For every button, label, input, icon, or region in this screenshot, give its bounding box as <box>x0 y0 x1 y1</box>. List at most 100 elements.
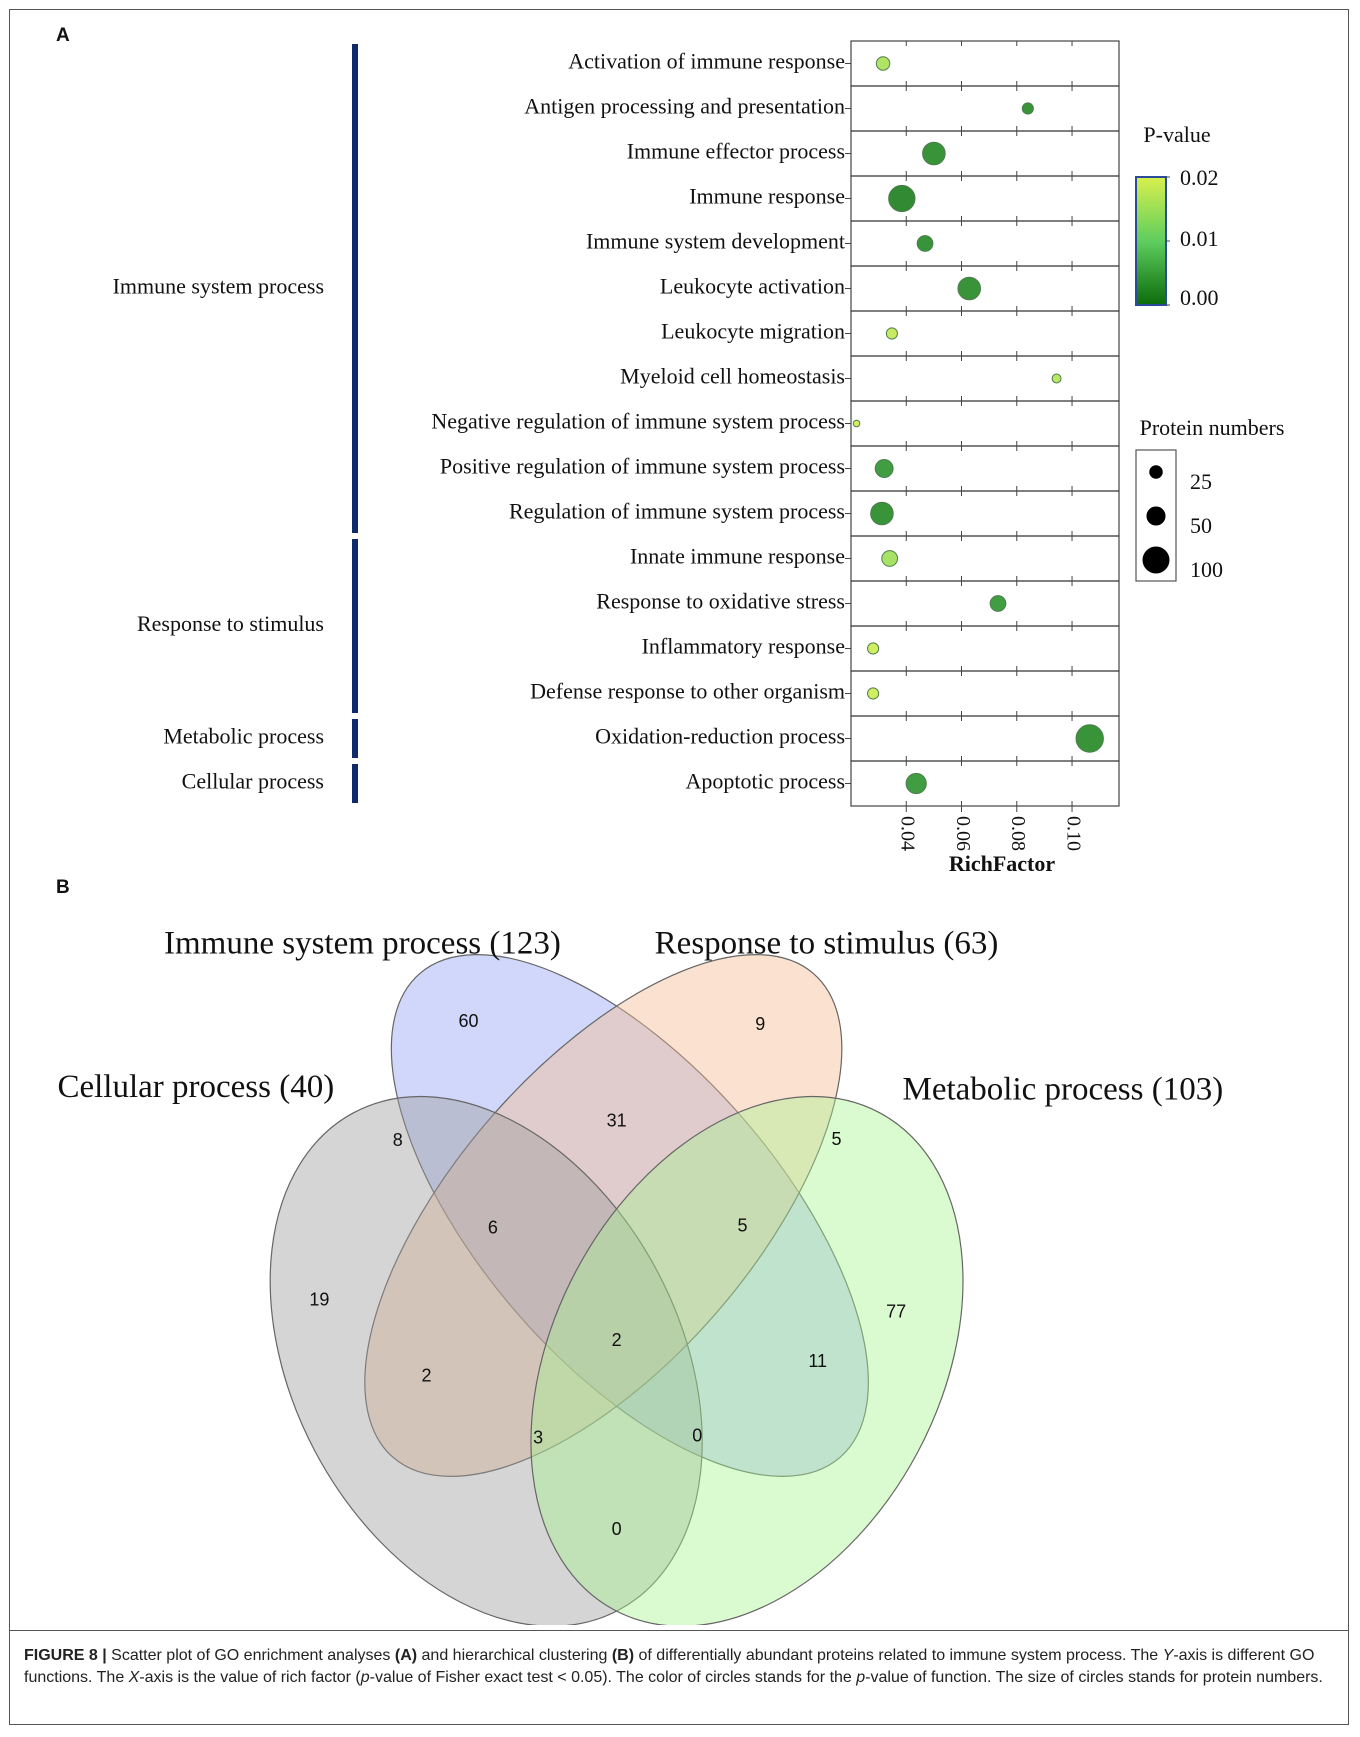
venn-set-label: Immune system process (123) <box>164 925 561 961</box>
caption-text: (B) <box>611 1647 635 1664</box>
bubble <box>874 459 894 478</box>
venn-region-count: 19 <box>309 1289 329 1309</box>
venn-region-count: 3 <box>533 1427 543 1447</box>
group-label: Metabolic process <box>163 724 324 749</box>
group-label: Immune system process <box>113 274 324 299</box>
figure: A RichFactor P-value Protein numbers B A… <box>56 25 1285 1625</box>
category-label: Defense response to other organism <box>530 679 845 704</box>
row-box <box>850 40 1120 87</box>
group-label: Cellular process <box>182 769 324 794</box>
group-label: Response to stimulus <box>137 611 324 636</box>
venn-region-count: 0 <box>612 1519 622 1539</box>
category-label: Antigen processing and presentation <box>524 94 845 119</box>
venn-region-count: 2 <box>612 1330 622 1350</box>
category-label: Innate immune response <box>630 544 845 569</box>
row-box <box>850 580 1120 627</box>
bubble <box>852 419 861 428</box>
colorbar-tick-label: 0.01 <box>1180 226 1219 251</box>
colorbar <box>1135 176 1167 306</box>
category-label: Leukocyte activation <box>660 274 845 299</box>
bubble <box>885 327 898 340</box>
venn-region-count: 5 <box>738 1215 748 1235</box>
venn-set <box>530 1095 964 1625</box>
bubble <box>875 56 891 71</box>
size-legend-label: 100 <box>1190 557 1223 582</box>
row-box <box>850 400 1120 447</box>
venn-region-count: 0 <box>692 1425 702 1445</box>
bubble <box>916 235 934 252</box>
venn-region-count: 8 <box>393 1130 403 1150</box>
category-label: Immune effector process <box>627 139 845 164</box>
category-label: Myeloid cell homeostasis <box>620 364 845 389</box>
size-legend-label: 50 <box>1190 513 1212 538</box>
category-label: Negative regulation of immune system pro… <box>431 409 845 434</box>
venn-set <box>390 954 869 1477</box>
caption-text: and hierarchical clustering <box>417 1647 612 1664</box>
bubble <box>870 501 894 526</box>
panel-label: A <box>56 25 70 46</box>
bubble <box>922 141 946 166</box>
caption-label: FIGURE 8 | <box>24 1647 107 1664</box>
bubble <box>957 276 982 301</box>
size-legend-marker <box>1149 465 1163 479</box>
bubble <box>881 550 899 567</box>
bubble <box>888 184 916 213</box>
bubble <box>867 642 880 655</box>
figure-frame <box>9 9 1349 1725</box>
caption-text: -value of Fisher exact test < 0.05). The… <box>369 1669 857 1686</box>
x-axis-label: RichFactor <box>949 851 1056 876</box>
caption-text: (A) <box>394 1647 418 1664</box>
category-label: Immune response <box>689 184 845 209</box>
x-tick-label: 0.04 <box>897 816 919 851</box>
caption-text: Scatter plot of GO enrichment analyses <box>106 1647 395 1664</box>
category-label: Apoptotic process <box>686 769 845 794</box>
bubble <box>1021 102 1034 115</box>
bubble <box>1075 724 1104 753</box>
bubble <box>867 687 880 700</box>
size-legend-title: Protein numbers <box>1140 415 1285 440</box>
category-label: Inflammatory response <box>642 634 845 659</box>
venn-set <box>364 954 843 1477</box>
caption-separator <box>10 1630 1348 1631</box>
colorbar-tick-label: 0.00 <box>1180 285 1219 310</box>
category-label: Response to oxidative stress <box>596 589 845 614</box>
venn-region-count: 11 <box>808 1351 827 1371</box>
group-bar <box>352 719 358 758</box>
x-tick-label: 0.06 <box>952 816 974 851</box>
colorbar-tick-label: 0.02 <box>1180 165 1219 190</box>
row-box <box>850 355 1120 402</box>
venn-set <box>269 1095 703 1625</box>
row-box <box>850 85 1120 132</box>
venn-region-count: 6 <box>488 1218 498 1238</box>
caption: FIGURE 8 | Scatter plot of GO enrichment… <box>24 1645 1334 1689</box>
caption-text: Y <box>1162 1647 1174 1664</box>
category-label: Activation of immune response <box>568 49 845 74</box>
group-bar <box>352 44 358 533</box>
bubble <box>989 595 1007 612</box>
caption-text: -axis is different GO functions. The <box>24 1647 1315 1686</box>
caption-text: X <box>128 1669 140 1686</box>
category-label: Oxidation-reduction process <box>595 724 845 749</box>
category-label: Leukocyte migration <box>661 319 845 344</box>
venn-region-count: 60 <box>459 1011 479 1031</box>
bubble <box>1051 373 1062 384</box>
panel-label: B <box>56 877 70 898</box>
row-box <box>850 220 1120 267</box>
venn-region-count: 77 <box>886 1301 906 1321</box>
caption-text: p <box>360 1669 370 1686</box>
caption-text: p <box>856 1669 866 1686</box>
category-label: Immune system development <box>586 229 845 254</box>
row-box <box>850 265 1120 312</box>
row-box <box>850 760 1120 807</box>
venn-set-label: Response to stimulus (63) <box>655 925 999 961</box>
venn-set-label: Metabolic process (103) <box>902 1071 1223 1107</box>
venn-region-count: 5 <box>831 1129 841 1149</box>
x-tick-label: 0.08 <box>1007 816 1029 851</box>
group-bar <box>352 539 358 713</box>
row-box <box>850 625 1120 672</box>
size-legend-box <box>1135 449 1177 582</box>
category-label: Positive regulation of immune system pro… <box>440 454 845 479</box>
size-legend-marker <box>1142 546 1170 574</box>
group-bar <box>352 764 358 803</box>
